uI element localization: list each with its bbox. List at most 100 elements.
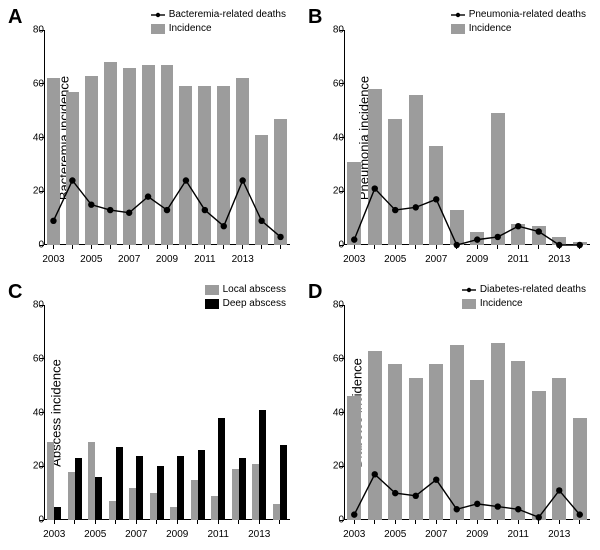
bar — [88, 442, 95, 520]
x-tick-label: 2003 — [42, 254, 64, 265]
x-tick-label: 2007 — [125, 529, 147, 540]
bar — [116, 447, 123, 520]
line-marker — [454, 242, 460, 248]
line-marker — [454, 506, 460, 512]
legend-label: Pneumonia-related deaths — [469, 8, 586, 22]
bar — [54, 507, 61, 520]
panel-label: D — [308, 281, 322, 304]
legend-item: Pneumonia-related deaths — [451, 8, 586, 22]
line-series — [44, 30, 290, 245]
line-marker — [556, 242, 562, 248]
line-path — [354, 189, 580, 245]
x-tick-label: 2003 — [343, 529, 365, 540]
line-marker — [536, 228, 542, 234]
chart-grid: ABacteremia-related deathsIncidenceBacte… — [0, 0, 600, 550]
line-marker — [221, 223, 227, 229]
line-series — [344, 30, 590, 245]
x-tick-label: 2013 — [548, 254, 570, 265]
line-marker — [351, 236, 357, 242]
bar — [252, 464, 259, 520]
plot-area — [344, 30, 590, 245]
line-marker — [392, 490, 398, 496]
panel-label: B — [308, 6, 322, 29]
y-tick-mark — [40, 466, 44, 467]
line-marker — [536, 514, 542, 520]
x-tick-label: 2007 — [425, 254, 447, 265]
bar — [109, 501, 116, 520]
bar — [232, 469, 239, 520]
bar — [273, 504, 280, 520]
line-marker — [258, 218, 264, 224]
plot-area — [44, 305, 290, 520]
x-tick-label: 2013 — [548, 529, 570, 540]
line-marker — [413, 493, 419, 499]
line-marker — [351, 511, 357, 517]
panel-C: CLocal abscessDeep abscessAbscess incide… — [0, 275, 300, 550]
y-tick-mark — [40, 358, 44, 359]
line-marker — [474, 501, 480, 507]
bar — [259, 410, 266, 520]
x-tick-label: 2011 — [507, 254, 529, 265]
y-tick-mark — [40, 520, 44, 521]
line-marker — [495, 234, 501, 240]
x-ticks: 2003 2005 2007 2009 2011 2013 — [44, 249, 290, 265]
line-marker — [372, 471, 378, 477]
plot-area — [44, 30, 290, 245]
line-marker — [88, 201, 94, 207]
panel-A: ABacteremia-related deathsIncidenceBacte… — [0, 0, 300, 275]
legend-line-icon — [462, 285, 476, 295]
legend-line-icon — [451, 10, 465, 20]
legend-label: Local abscess — [223, 283, 286, 297]
x-tick-label: 2005 — [80, 254, 102, 265]
x-tick-label: 2007 — [118, 254, 140, 265]
x-tick-label: 2009 — [466, 254, 488, 265]
x-tick-label: 2013 — [232, 254, 254, 265]
bar — [157, 466, 164, 520]
bar — [129, 488, 136, 520]
x-tick-label: 2011 — [207, 529, 229, 540]
x-tick-label: 2003 — [343, 254, 365, 265]
x-tick-label: 2011 — [507, 529, 529, 540]
line-marker — [515, 223, 521, 229]
y-tick-mark — [40, 305, 44, 306]
line-marker — [372, 185, 378, 191]
panel-label: C — [8, 281, 22, 304]
x-tick-label: 2013 — [248, 529, 270, 540]
bar — [177, 456, 184, 521]
line-marker — [126, 210, 132, 216]
bar — [75, 458, 82, 520]
line-marker — [183, 177, 189, 183]
x-tick-label: 2003 — [43, 529, 65, 540]
bar — [47, 442, 54, 520]
panel-B: BPneumonia-related deathsIncidencePneumo… — [300, 0, 600, 275]
bar — [68, 472, 75, 520]
bar — [150, 493, 157, 520]
bar — [211, 496, 218, 520]
line-marker — [239, 177, 245, 183]
x-tick-label: 2011 — [194, 254, 216, 265]
line-marker — [69, 177, 75, 183]
line-series — [344, 305, 590, 520]
legend-item: Bacteremia-related deaths — [151, 8, 286, 22]
x-tick-label: 2005 — [84, 529, 106, 540]
line-marker — [495, 503, 501, 509]
legend-label: Bacteremia-related deaths — [169, 8, 286, 22]
bar — [280, 445, 287, 520]
line-marker — [164, 207, 170, 213]
panel-label: A — [8, 6, 22, 29]
legend-item: Local abscess — [205, 283, 286, 297]
line-marker — [556, 487, 562, 493]
x-ticks: 200320052007200920112013 — [344, 249, 590, 265]
legend-swatch — [205, 285, 219, 295]
line-marker — [277, 234, 283, 240]
bar — [95, 477, 102, 520]
line-marker — [433, 476, 439, 482]
bar — [239, 458, 246, 520]
x-tick-label: 2007 — [425, 529, 447, 540]
y-axis-line — [44, 305, 45, 520]
line-marker — [107, 207, 113, 213]
line-marker — [50, 218, 56, 224]
line-marker — [413, 204, 419, 210]
x-tick-label: 2009 — [156, 254, 178, 265]
bar — [170, 507, 177, 520]
